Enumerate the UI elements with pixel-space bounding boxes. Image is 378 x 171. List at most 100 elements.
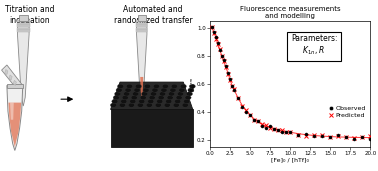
Line: Observed: Observed [210,25,372,141]
Observed [360,136,365,138]
Observed [304,133,308,135]
Ellipse shape [115,92,121,96]
Predicted [226,73,230,75]
Observed [214,36,218,38]
Predicted [235,97,240,99]
Ellipse shape [167,95,173,100]
Ellipse shape [110,103,116,107]
Ellipse shape [186,92,192,96]
Predicted [252,119,256,121]
Ellipse shape [161,88,167,92]
Polygon shape [17,21,29,106]
Predicted [328,136,333,138]
Ellipse shape [141,92,148,96]
Bar [136,23,147,25]
Observed [244,111,248,114]
Ellipse shape [130,99,136,103]
Bar [138,15,146,21]
Ellipse shape [148,99,154,103]
Bar [136,25,147,27]
Predicted [268,127,272,129]
Bar [17,23,29,25]
Predicted [209,26,214,28]
Ellipse shape [134,88,140,92]
Bar [17,30,29,32]
Polygon shape [9,75,12,80]
Observed [229,85,234,87]
Polygon shape [8,103,21,147]
Polygon shape [140,77,143,101]
Predicted [214,37,218,40]
Observed [248,114,252,116]
Bar [17,20,29,22]
Ellipse shape [125,88,131,92]
Ellipse shape [112,99,118,103]
Ellipse shape [140,95,146,100]
Observed [352,137,357,140]
Predicted [218,48,222,50]
Ellipse shape [133,92,139,96]
Predicted [222,60,226,62]
Predicted [288,131,293,134]
Observed [268,125,272,127]
Ellipse shape [149,95,155,100]
Predicted [276,129,280,131]
Predicted [244,109,248,111]
Predicted [336,135,341,137]
Ellipse shape [121,99,127,103]
Polygon shape [110,82,193,109]
Ellipse shape [173,103,179,107]
Ellipse shape [185,95,191,100]
Observed [368,138,373,140]
Ellipse shape [156,99,163,103]
Observed [320,135,324,137]
Ellipse shape [158,95,164,100]
Ellipse shape [170,88,176,92]
Bar [136,30,147,32]
Polygon shape [7,86,23,150]
Ellipse shape [146,103,152,107]
Line: Predicted: Predicted [210,25,372,140]
X-axis label: [Fe]₀ / [hTf]₀: [Fe]₀ / [hTf]₀ [271,158,309,163]
Observed [228,78,232,80]
Ellipse shape [180,84,186,89]
Title: Fluorescence measurements
and modelling: Fluorescence measurements and modelling [240,6,341,19]
Predicted [280,129,284,131]
Ellipse shape [113,95,119,100]
Ellipse shape [131,95,137,100]
Legend: Observed, Predicted: Observed, Predicted [327,104,367,119]
Ellipse shape [160,92,166,96]
Text: Parameters:
$K_{1n}$, $R$: Parameters: $K_{1n}$, $R$ [291,34,338,57]
Predicted [312,134,316,136]
Observed [276,129,280,131]
Ellipse shape [155,103,161,107]
Observed [284,131,288,133]
Predicted [220,55,224,57]
Observed [288,131,293,133]
Predicted [304,135,308,137]
Predicted [232,88,236,90]
Observed [224,65,228,67]
Predicted [212,32,216,34]
Ellipse shape [135,84,141,89]
Observed [280,131,284,134]
Observed [222,58,226,61]
Ellipse shape [166,99,172,103]
Ellipse shape [139,99,145,103]
Observed [232,89,236,91]
Observed [220,55,224,57]
Predicted [224,66,228,68]
Ellipse shape [179,88,185,92]
Bar [17,28,29,30]
Observed [240,106,244,108]
Polygon shape [2,65,23,87]
Bar [136,20,147,22]
Ellipse shape [128,103,135,107]
Predicted [229,84,234,87]
Bar [19,15,28,21]
Observed [252,119,256,121]
Ellipse shape [150,92,156,96]
Predicted [256,120,260,122]
Text: Automated and
randomized transfer: Automated and randomized transfer [114,5,192,24]
Ellipse shape [122,95,128,100]
